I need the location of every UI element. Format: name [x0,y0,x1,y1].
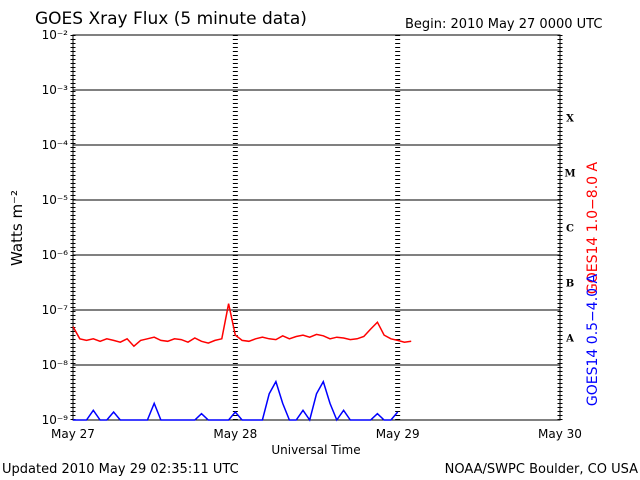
flare-class-label: M [564,169,575,180]
x-axis-label: Universal Time [271,443,360,457]
y-tick-label: 10⁻⁶ [42,248,69,262]
series-line [73,379,399,422]
y-tick-label: 10⁻⁸ [42,358,69,372]
flare-class-label: X [566,114,574,125]
y-tick-label: 10⁻⁵ [42,193,69,207]
x-tick-label: May 28 [213,427,257,441]
chart-title: GOES Xray Flux (5 minute data) [35,9,307,29]
flare-class-label: C [566,224,574,235]
footer-updated: Updated 2010 May 29 02:35:11 UTC [2,462,239,477]
y-tick-label: 10⁻⁷ [42,303,69,317]
y-axis-label: Watts m⁻² [8,190,26,266]
flare-class-label: A [565,334,574,345]
x-tick-label: May 29 [376,427,420,441]
legend-label: GOES14 0.5−4.0 A [585,274,601,407]
plot-frame [72,34,561,421]
flare-class-label: B [566,279,574,290]
chart-subtitle: Begin: 2010 May 27 0000 UTC [405,17,602,32]
x-tick-label: May 30 [538,427,582,441]
y-tick-label: 10⁻⁹ [42,413,69,427]
footer-credit: NOAA/SWPC Boulder, CO USA [445,462,638,477]
y-tick-label: 10⁻² [42,28,69,42]
legend-label: GOES14 1.0−8.0 A [585,162,601,295]
x-tick-label: May 27 [51,427,95,441]
y-tick-label: 10⁻³ [42,83,69,97]
series-line [72,303,412,348]
y-tick-label: 10⁻⁴ [42,138,69,152]
